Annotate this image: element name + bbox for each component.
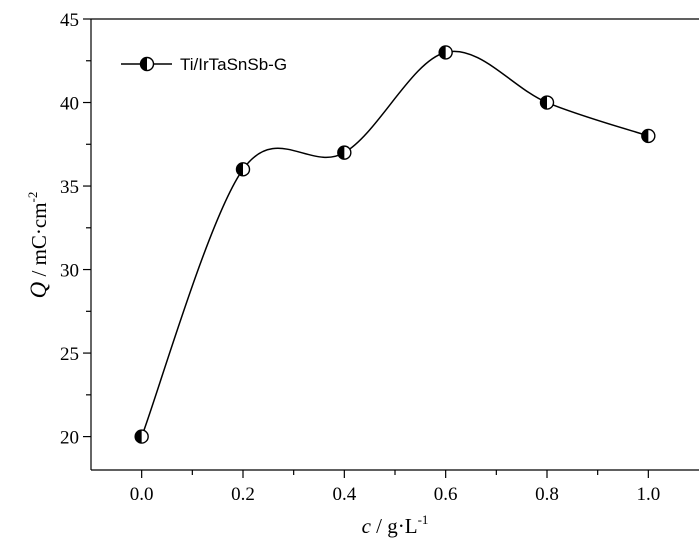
- data-point: [641, 128, 656, 144]
- x-tick-label: 0.6: [434, 484, 458, 505]
- data-point: [134, 429, 149, 444]
- data-point: [337, 145, 352, 160]
- legend-marker-icon: [139, 56, 155, 72]
- y-tick-label: 25: [60, 344, 79, 365]
- y-tick-label: 45: [60, 10, 79, 31]
- y-axis-title: Q / mC·cm-2: [25, 192, 51, 299]
- x-tick-label: 0.2: [231, 484, 255, 505]
- data-point: [235, 162, 251, 177]
- tick-labels: 0.0 0.2 0.4 0.6 0.8 1.0 20 25 30 35 40 45: [60, 10, 660, 505]
- x-axis-unit-superscript: -1: [418, 512, 429, 527]
- y-tick-label: 30: [60, 261, 79, 282]
- x-tick-label: 0.8: [535, 484, 559, 505]
- y-tick-label: 20: [60, 428, 79, 449]
- y-axis-symbol: Q: [26, 281, 51, 298]
- y-axis-unit-superscript: -2: [25, 192, 40, 203]
- legend: Ti/IrTaSnSb-G: [121, 55, 287, 74]
- y-axis-unit: / mC·cm: [27, 202, 51, 281]
- y-tick-label: 35: [60, 177, 79, 198]
- data-point: [539, 95, 555, 110]
- x-tick-label: 1.0: [636, 484, 660, 505]
- data-point: [438, 45, 453, 60]
- x-axis-symbol: c: [362, 514, 372, 538]
- legend-marker: [139, 56, 155, 72]
- series: [134, 45, 656, 444]
- y-tick-label: 40: [60, 94, 79, 115]
- x-tick-label: 0.4: [332, 484, 356, 505]
- axes: [90, 18, 699, 471]
- legend-label: Ti/IrTaSnSb-G: [180, 55, 287, 74]
- ticks: [83, 18, 649, 478]
- x-axis-unit: / g·L: [371, 514, 418, 538]
- x-axis-title: c / g·L-1: [362, 512, 429, 538]
- series-line: [140, 50, 649, 437]
- x-tick-label: 0.0: [130, 484, 154, 505]
